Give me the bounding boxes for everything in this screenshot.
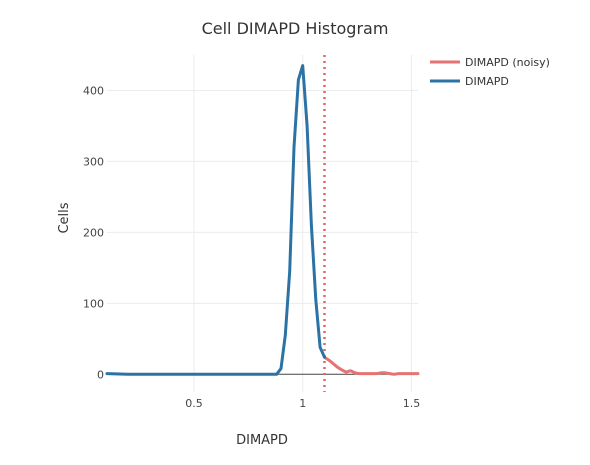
x-tick-label-2: 1.5 <box>403 397 421 410</box>
chart-title: Cell DIMAPD Histogram <box>202 19 389 38</box>
series-line-0 <box>323 355 420 376</box>
y-tick-label-3: 300 <box>83 155 104 168</box>
y-tick-labels: 0 100 200 300 400 <box>83 84 104 381</box>
grid <box>107 55 418 392</box>
series-line-1 <box>105 64 326 376</box>
x-tick-label-1: 1 <box>299 397 306 410</box>
legend: DIMAPD (noisy) DIMAPD <box>430 56 550 88</box>
y-tick-label-4: 400 <box>83 84 104 97</box>
y-tick-label-1: 100 <box>83 297 104 310</box>
x-axis-label: DIMAPD <box>236 433 288 448</box>
legend-label-1: DIMAPD <box>465 75 509 88</box>
legend-label-0: DIMAPD (noisy) <box>465 56 550 69</box>
x-tick-label-0: 0.5 <box>185 397 203 410</box>
y-tick-label-0: 0 <box>97 368 104 381</box>
series-group <box>105 64 420 376</box>
y-tick-label-2: 200 <box>83 226 104 239</box>
y-axis-label: Cells <box>57 202 72 233</box>
x-tick-labels: 0.5 1 1.5 <box>185 397 420 410</box>
